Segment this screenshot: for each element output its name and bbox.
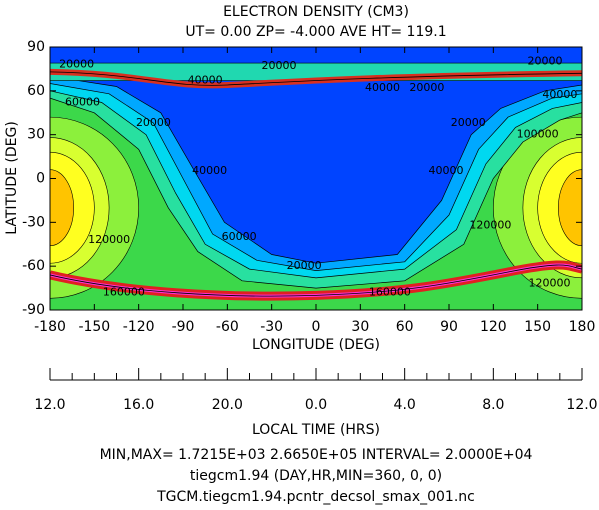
contour-label: 40000 (429, 164, 464, 177)
x-tick-label: 0 (312, 319, 321, 335)
contour-label: 160000 (369, 285, 411, 298)
contour-label: 60000 (65, 96, 100, 109)
x-tick-label: 30 (351, 319, 369, 335)
contour-label: 40000 (365, 81, 400, 94)
x-axis-label: LONGITUDE (DEG) (252, 337, 380, 353)
x-tick-label: 180 (569, 319, 596, 335)
x2-tick-label: 0.0 (305, 397, 327, 413)
contour-region (50, 264, 582, 297)
x2-tick-label: 12.0 (34, 397, 65, 413)
x-tick-label: -180 (34, 319, 66, 335)
x2-tick-label: 8.0 (482, 397, 504, 413)
contour-label: 20000 (262, 59, 297, 72)
x2-tick-label: 16.0 (123, 397, 154, 413)
contour-label: 100000 (517, 128, 559, 141)
x-tick-label: 60 (396, 319, 414, 335)
chart-title: ELECTRON DENSITY (CM3) (223, 4, 409, 20)
contour-label: 40000 (542, 88, 577, 101)
y-tick-label: 90 (27, 39, 45, 55)
x-tick-label: 120 (480, 319, 507, 335)
contour-label: 20000 (409, 81, 444, 94)
footer-line: MIN,MAX= 1.7215E+03 2.6650E+05 INTERVAL=… (100, 447, 533, 463)
contour-region (50, 71, 582, 86)
x-tick-label: -90 (172, 319, 195, 335)
footer-line: tiegcm1.94 (DAY,HR,MIN=360, 0, 0) (190, 468, 442, 484)
contour-fills: 20000 40000 20000 40000 20000 20000 40000 60000… (50, 47, 582, 310)
contour-label: 20000 (528, 55, 563, 68)
contour-label: 20000 (59, 58, 94, 71)
chart-subtitle: UT= 0.00 ZP= -4.000 AVE HT= 119.1 (185, 24, 446, 40)
contour-region (50, 47, 582, 264)
contour-label: 40000 (188, 74, 223, 87)
contour-label: 120000 (469, 218, 511, 231)
x2-tick-label: 4.0 (394, 397, 416, 413)
x-tick-label: -30 (260, 319, 283, 335)
contour-region (50, 169, 74, 246)
x2-tick-label: 20.0 (212, 397, 243, 413)
y-tick-label: 60 (27, 83, 45, 99)
y-axis-label: LATITUDE (DEG) (4, 121, 20, 235)
y-tick-label: -30 (22, 214, 45, 230)
y-tick-label: -90 (22, 302, 45, 318)
contour-label: 20000 (136, 116, 171, 129)
x-tick-label: -60 (216, 319, 239, 335)
contour-label: 120000 (88, 233, 130, 246)
x-tick-label: 90 (440, 319, 458, 335)
contour-label: 160000 (103, 285, 145, 298)
x2-axis-label: LOCAL TIME (HRS) (252, 422, 380, 438)
x2-tick-label: 12.0 (566, 397, 597, 413)
footer-line: TGCM.tiegcm1.94.pcntr_decsol_smax_001.nc (156, 489, 475, 505)
contour-label: 120000 (528, 277, 570, 290)
y-tick-label: 0 (36, 171, 45, 187)
contour-label: 40000 (192, 164, 227, 177)
x-tick-label: -120 (123, 319, 155, 335)
x-tick-label: -150 (78, 319, 110, 335)
y-tick-label: 30 (27, 127, 45, 143)
contour-label: 20000 (287, 259, 322, 272)
x-tick-label: 150 (524, 319, 551, 335)
y-tick-label: -60 (22, 258, 45, 274)
contour-label: 60000 (222, 230, 257, 243)
contour-label: 20000 (451, 116, 486, 129)
